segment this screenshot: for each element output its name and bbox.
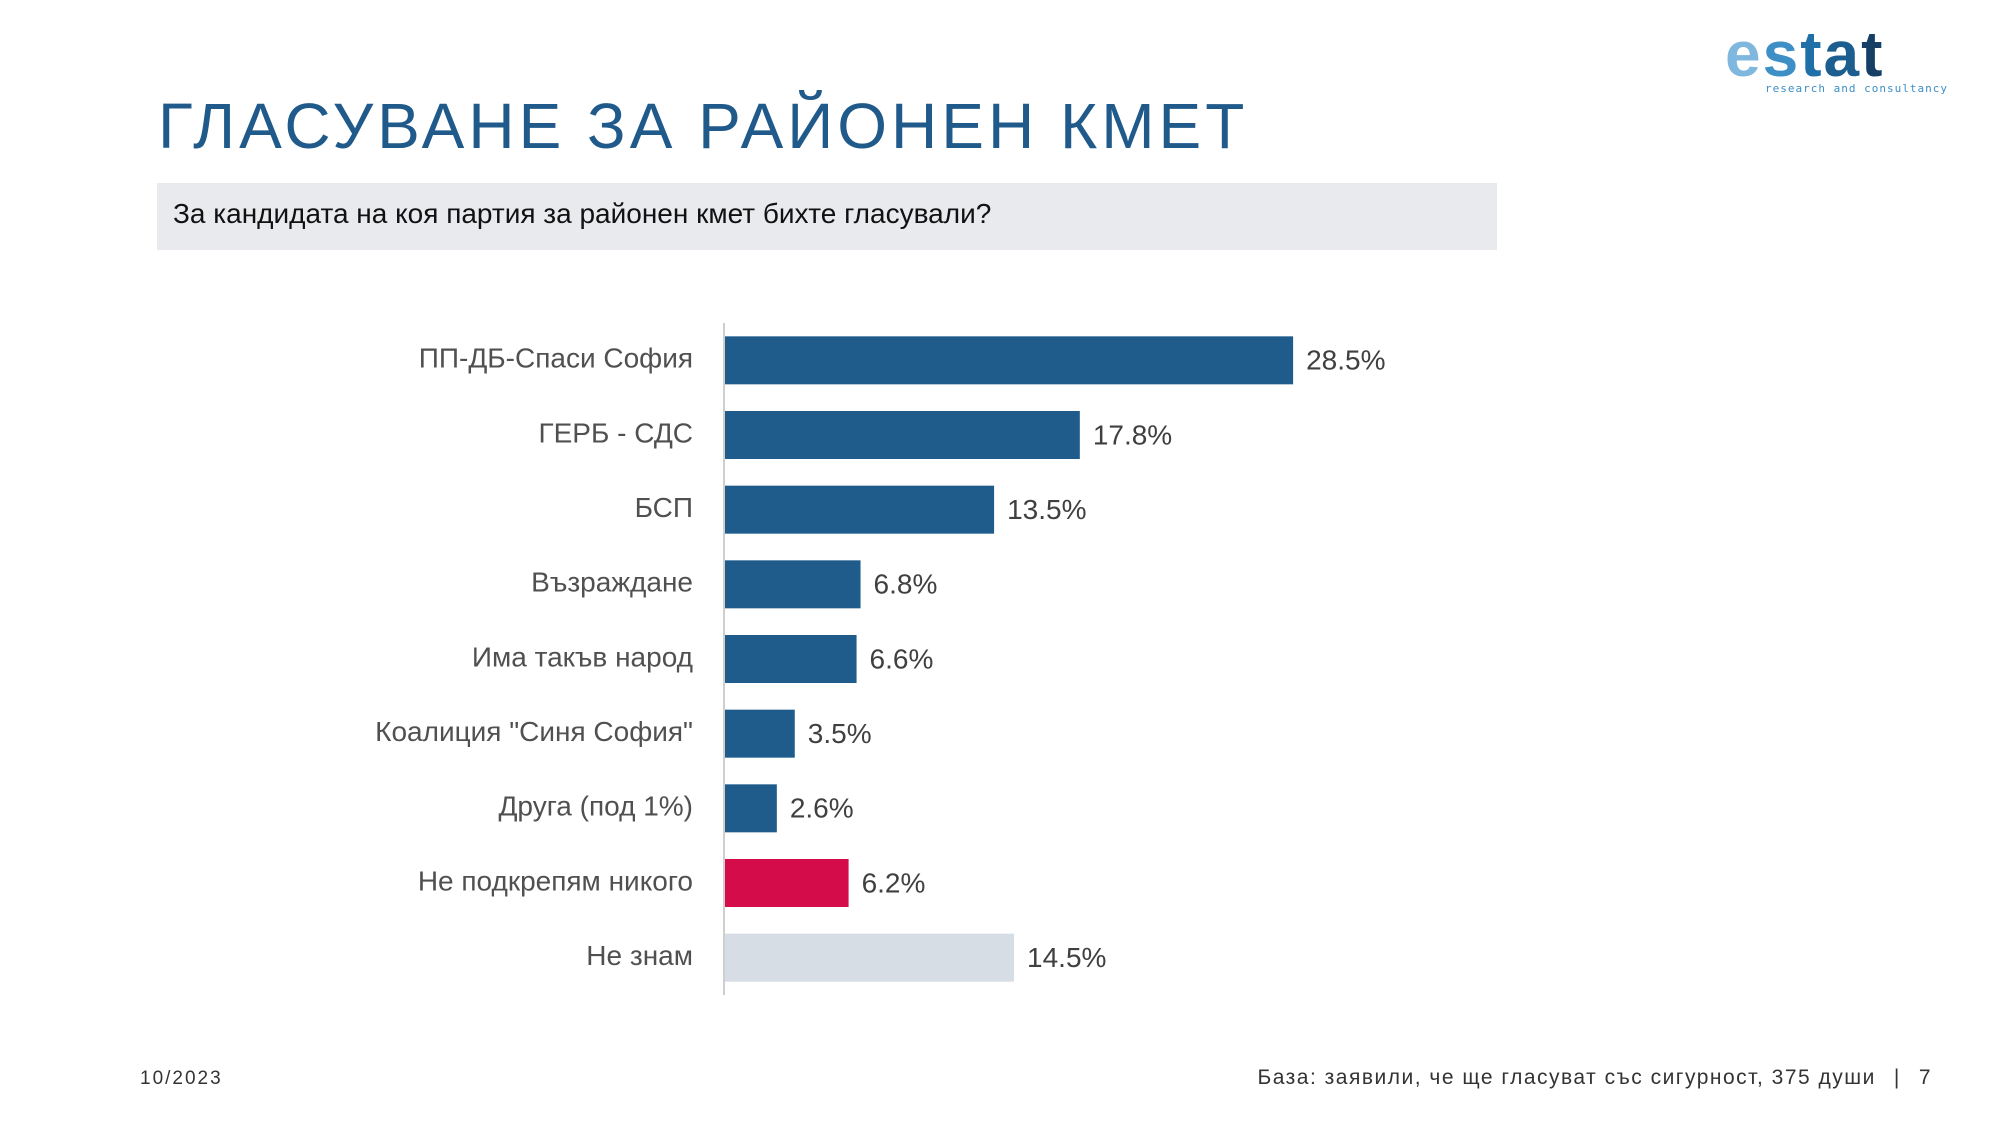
logo-wordmark: estat: [1725, 22, 1884, 86]
bar: [725, 485, 995, 534]
footer-separator: |: [1893, 1066, 1901, 1089]
logo-letter: s: [1762, 18, 1801, 90]
logo-letter: a: [1823, 18, 1862, 90]
category-label: ПП-ДБ-Спаси София: [419, 343, 693, 374]
bar: [725, 635, 857, 683]
data-label: 6.6%: [870, 643, 934, 674]
question-box: За кандидата на коя партия за районен км…: [157, 183, 1497, 250]
data-label: 28.5%: [1306, 345, 1385, 376]
category-label: Друга (под 1%): [498, 791, 693, 822]
footer-date: 10/2023: [140, 1068, 223, 1089]
estat-logo: estat research and consultancy: [1725, 22, 1985, 97]
bar: [725, 933, 1015, 982]
data-label: 13.5%: [1007, 494, 1086, 525]
category-label: Не знам: [586, 940, 693, 971]
category-label: БСП: [635, 492, 693, 523]
data-label: 6.2%: [862, 867, 926, 898]
category-label: Не подкрепям никого: [418, 865, 693, 896]
question-text: За кандидата на коя партия за районен км…: [173, 198, 992, 229]
logo-letter: t: [1800, 18, 1824, 90]
category-label: ГЕРБ - СДС: [538, 417, 693, 448]
logo-letter: e: [1725, 18, 1763, 90]
data-label: 2.6%: [790, 793, 854, 824]
page-title: ГЛАСУВАНЕ ЗА РАЙОНЕН КМЕТ: [158, 90, 1249, 162]
data-label: 14.5%: [1027, 942, 1106, 973]
category-label: Възраждане: [531, 567, 693, 598]
category-label: Има такъв народ: [472, 641, 693, 672]
data-label: 17.8%: [1093, 419, 1172, 450]
bar: [725, 336, 1294, 385]
footer-note: База: заявили, че ще гласуват със сигурн…: [1257, 1066, 1932, 1090]
bar: [725, 560, 861, 609]
page-number: 7: [1918, 1066, 1932, 1089]
bar: [725, 411, 1080, 459]
bar: [725, 709, 795, 758]
bar: [725, 784, 777, 833]
data-label: 6.8%: [874, 569, 938, 600]
bar: [725, 859, 849, 907]
category-label: Коалиция "Синя София": [375, 716, 693, 747]
logo-letter: t: [1861, 18, 1885, 90]
footer-base: База: заявили, че ще гласуват със сигурн…: [1257, 1066, 1876, 1089]
logo-tagline: research and consultancy: [1765, 82, 1948, 95]
data-label: 3.5%: [808, 718, 872, 749]
